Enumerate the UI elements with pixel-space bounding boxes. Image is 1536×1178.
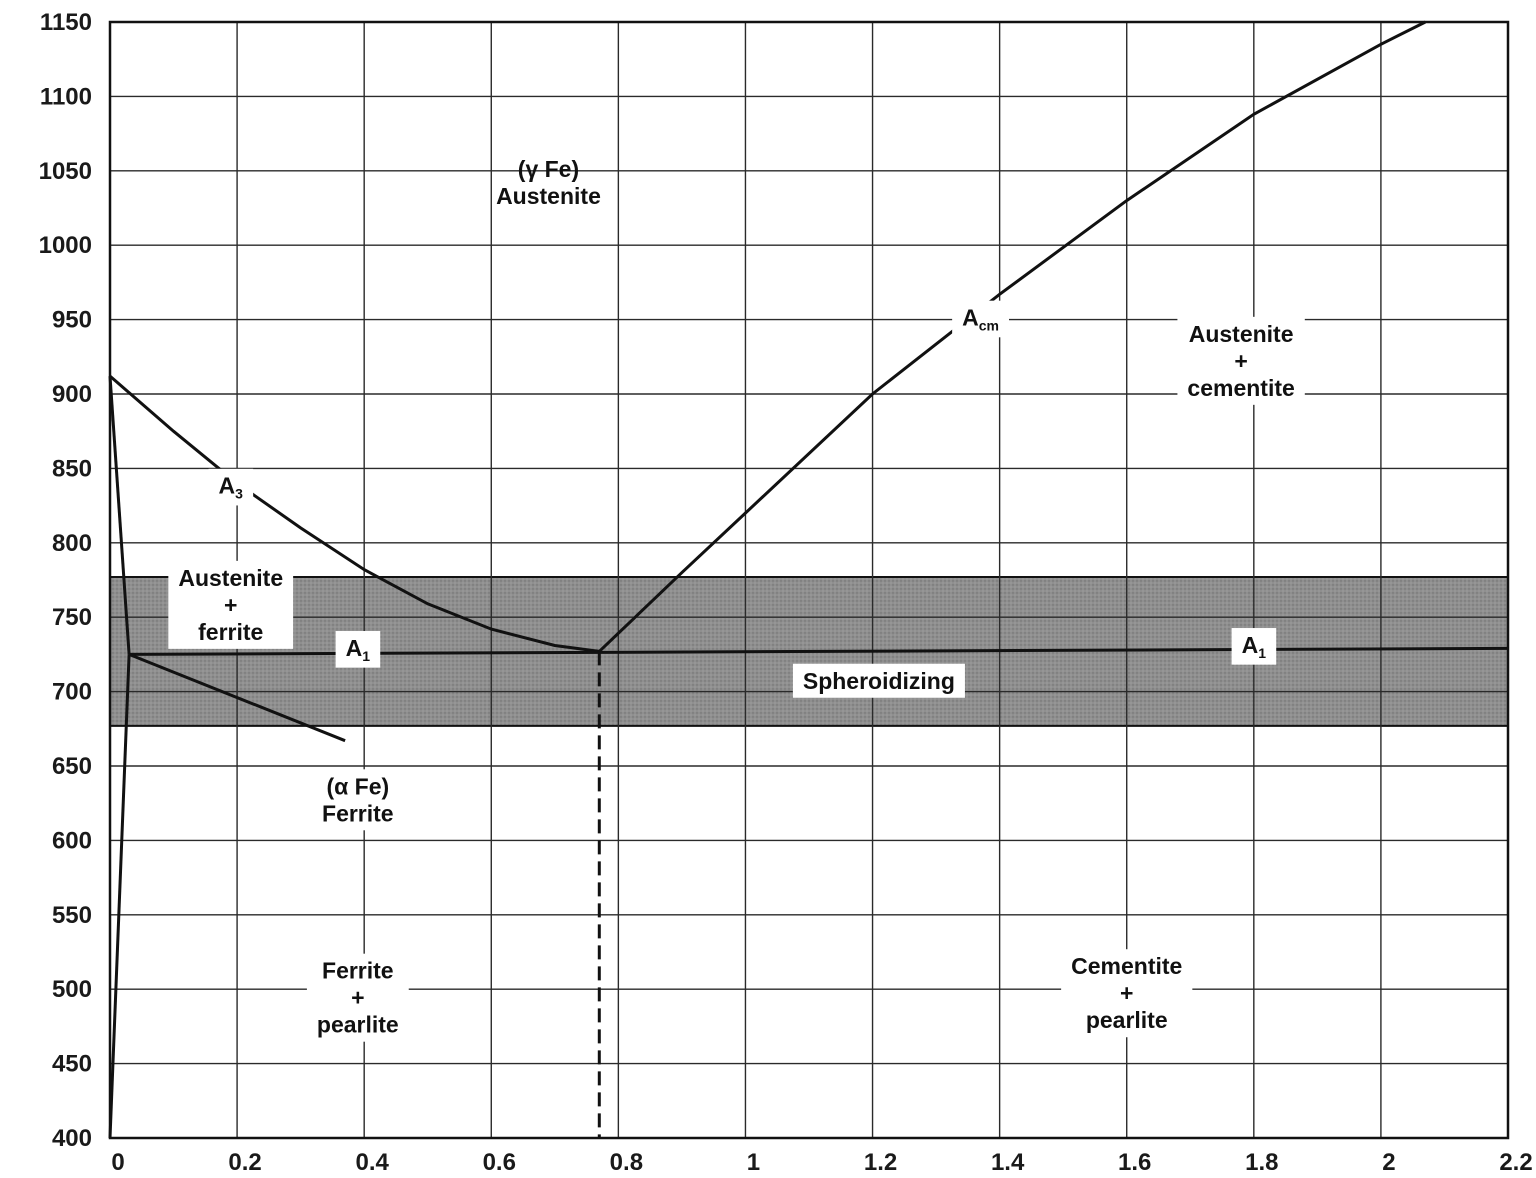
y-tick-label: 750 — [52, 604, 92, 631]
annotation-label: Cementite+pearlite — [1061, 949, 1193, 1038]
tick-label-layer: 0 0.2 0.4 0.6 0.8 1 1.2 1.4 1.6 1.8 2 2.2 400 450 500 5… — [39, 9, 1533, 1176]
phase-boundary-line — [108, 375, 131, 655]
annotation-main: A — [219, 473, 236, 499]
y-tick-label: 1050 — [39, 158, 92, 185]
y-tick-label: 900 — [52, 381, 92, 408]
phase-boundary-line — [128, 653, 346, 743]
annotation-text: cementite — [1187, 375, 1294, 401]
annotation-text: Austenite — [496, 183, 601, 209]
annotation-box — [1177, 316, 1305, 405]
annotation-label: A1 — [1231, 628, 1277, 665]
annotation-text: + — [1234, 348, 1247, 374]
annotation-text: Cementite — [1071, 953, 1182, 979]
annotation-text: A1 — [1242, 632, 1267, 661]
phase-line-acm — [598, 20, 1427, 653]
annotation-box — [335, 631, 381, 668]
annotation-subscript: cm — [979, 317, 999, 333]
annotation-subscript: 3 — [235, 485, 243, 501]
annotation-label: Austenite+cementite — [1177, 316, 1305, 405]
y-tick-label: 400 — [52, 1125, 92, 1152]
x-tick-label: 1.6 — [1118, 1149, 1151, 1176]
y-tick-label: 800 — [52, 530, 92, 557]
annotation-text: pearlite — [317, 1012, 399, 1038]
annotation-label: Ferrite+pearlite — [306, 953, 409, 1042]
annotation-text: Austenite — [1189, 321, 1294, 347]
x-tick-label: 0 — [111, 1149, 124, 1176]
y-tick-label: 1000 — [39, 232, 92, 259]
x-tick-label: 2.2 — [1499, 1149, 1532, 1176]
x-tick-label: 0.8 — [610, 1149, 643, 1176]
annotation-text: ferrite — [198, 619, 263, 645]
annotation-text: + — [351, 985, 364, 1011]
annotation-text: pearlite — [1086, 1007, 1168, 1033]
annotation-text: Austenite — [178, 565, 283, 591]
annotation-text: Ferrite — [322, 958, 394, 984]
annotation-main: A — [962, 305, 979, 331]
annotation-box — [952, 300, 1010, 338]
annotation-box — [168, 560, 294, 649]
annotation-text: A3 — [219, 473, 244, 502]
y-tick-label: 550 — [52, 902, 92, 929]
y-tick-label: 850 — [52, 455, 92, 482]
x-tick-label: 0.2 — [228, 1149, 261, 1176]
annotation-label: Austenite+ferrite — [168, 560, 294, 649]
annotation-label: Spheroidizing — [792, 663, 965, 698]
y-tick-label: 650 — [52, 753, 92, 780]
curve-layer — [108, 20, 1509, 1139]
annotation-text: A1 — [346, 635, 371, 664]
annotation-label: A3 — [208, 468, 254, 506]
plot-frame — [108, 20, 1510, 1140]
annotation-label: Acm — [952, 300, 1010, 338]
annotation-box — [312, 769, 404, 831]
y-tick-label: 450 — [52, 1051, 92, 1078]
x-tick-label: 1.8 — [1245, 1149, 1278, 1176]
x-tick-label: 0.4 — [355, 1149, 389, 1176]
y-tick-label: 600 — [52, 827, 92, 854]
annotation-text: + — [224, 592, 237, 618]
y-tick-label: 1150 — [40, 9, 92, 36]
annotation-text: + — [1120, 980, 1133, 1006]
annotation-text: Acm — [962, 305, 999, 334]
x-tick-label: 1 — [747, 1149, 760, 1176]
annotation-subscript: 1 — [1258, 645, 1266, 661]
x-tick-label: 1.2 — [864, 1149, 897, 1176]
annotation-box — [1231, 628, 1277, 665]
annotation-label: (γ Fe)Austenite — [496, 156, 601, 209]
x-tick-label: 0.6 — [483, 1149, 516, 1176]
annotation-label: (α Fe)Ferrite — [312, 769, 404, 831]
x-tick-label: 1.4 — [991, 1149, 1025, 1176]
annotation-text: (α Fe) — [326, 773, 389, 799]
annotation-subscript: 1 — [362, 648, 370, 664]
phase-line-a3 — [109, 374, 600, 653]
y-tick-label: 950 — [52, 307, 92, 334]
annotation-main: A — [346, 635, 363, 661]
phase-boundary-line — [108, 654, 131, 1139]
annotation-box — [792, 663, 965, 698]
y-tick-label: 500 — [52, 976, 92, 1003]
annotation-box — [208, 468, 254, 506]
annotation-box — [1061, 949, 1193, 1038]
annotation-main: A — [1242, 632, 1259, 658]
y-tick-label: 1100 — [40, 83, 92, 110]
y-tick-label: 700 — [52, 679, 92, 706]
x-tick-label: 2 — [1382, 1149, 1395, 1176]
annotation-text: (γ Fe) — [518, 156, 579, 182]
annotation-text: Spheroidizing — [803, 668, 955, 694]
plot-frame-layer — [108, 20, 1510, 1140]
annotation-box — [306, 953, 409, 1042]
annotation-label: A1 — [335, 631, 381, 668]
annotation-text: Ferrite — [322, 800, 394, 826]
